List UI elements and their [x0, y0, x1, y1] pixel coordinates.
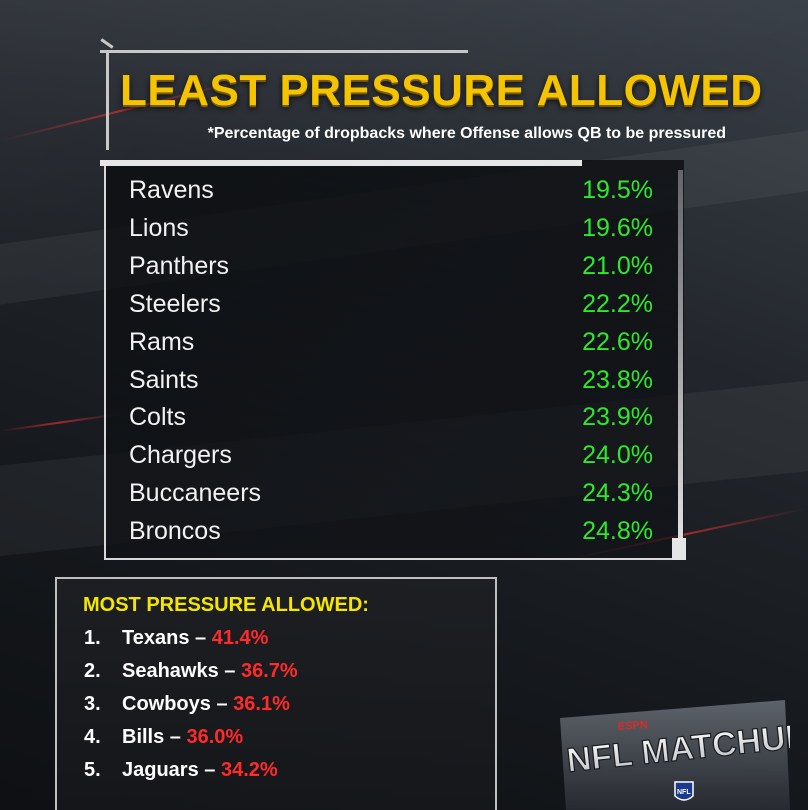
page-subtitle: *Percentage of dropbacks where Offense a…	[207, 125, 726, 142]
separator: –	[164, 726, 187, 748]
list-item: Broncos 24.8%	[129, 512, 653, 550]
pressure-pct: 36.1%	[233, 693, 290, 715]
panel-right-bar	[678, 170, 683, 540]
header-frame-line	[100, 50, 468, 53]
pressure-pct: 19.6%	[582, 213, 653, 242]
team-name: Broncos	[129, 516, 221, 545]
bg-red-streak	[0, 413, 119, 432]
rank-number: 3.	[84, 693, 101, 715]
ranked-item: 2. Seahawks – 36.7%	[84, 660, 298, 683]
team-name: Lions	[129, 213, 189, 242]
pressure-pct: 23.8%	[582, 365, 653, 394]
page-title: LEAST PRESSURE ALLOWED	[120, 66, 763, 115]
team-name: Bills	[122, 726, 165, 748]
team-name: Panthers	[129, 251, 230, 280]
list-item: Panthers 21.0%	[129, 247, 653, 285]
team-name: Colts	[129, 402, 186, 431]
pressure-pct: 34.2%	[220, 759, 278, 781]
svg-text:NFL: NFL	[677, 789, 691, 796]
ranked-item: 3. Cowboys – 36.1%	[84, 693, 290, 716]
pressure-pct: 41.4%	[211, 627, 269, 649]
team-name: Jaguars	[122, 759, 199, 781]
pressure-pct: 21.0%	[582, 251, 653, 280]
header-frame-vertical	[106, 50, 109, 150]
ranked-item: 1. Texans – 41.4%	[84, 627, 268, 650]
separator: –	[189, 627, 212, 649]
team-name: Rams	[129, 327, 195, 356]
ranked-item: 5. Jaguars – 34.2%	[84, 759, 278, 782]
separator: –	[218, 660, 241, 682]
team-name: Steelers	[129, 289, 221, 318]
separator: –	[210, 693, 234, 715]
team-name: Cowboys	[122, 693, 211, 715]
team-name: Ravens	[129, 175, 214, 204]
team-name: Buccaneers	[129, 478, 262, 507]
nfl-matchup-logo: ESPN NFL MATCHUP NFL	[560, 700, 790, 810]
least-pressure-panel	[104, 160, 684, 560]
team-name: Seahawks	[122, 660, 219, 682]
separator: –	[198, 759, 221, 781]
team-name: Chargers	[129, 440, 232, 469]
list-item: Lions 19.6%	[129, 209, 653, 247]
rank-number: 1.	[84, 627, 101, 649]
rank-number: 2.	[84, 660, 101, 682]
svg-text:ESPN: ESPN	[617, 719, 648, 733]
pressure-pct: 19.5%	[582, 175, 653, 204]
pressure-pct: 24.8%	[582, 516, 653, 545]
most-pressure-panel	[55, 577, 497, 810]
pressure-pct: 36.7%	[240, 660, 298, 682]
list-item: Buccaneers 24.3%	[129, 474, 653, 512]
pressure-pct: 22.2%	[582, 289, 653, 318]
pressure-pct: 24.0%	[582, 440, 653, 469]
team-name: Texans	[122, 627, 190, 649]
pressure-pct: 36.0%	[186, 726, 244, 748]
rank-number: 5.	[84, 759, 101, 781]
list-item: Rams 22.6%	[129, 323, 653, 361]
team-name: Saints	[129, 365, 199, 394]
ranked-item: 4. Bills – 36.0%	[84, 726, 243, 749]
rank-number: 4.	[84, 726, 101, 748]
list-item: Chargers 24.0%	[129, 436, 653, 474]
most-pressure-title: MOST PRESSURE ALLOWED:	[83, 594, 369, 616]
pressure-pct: 24.3%	[582, 478, 653, 507]
header-frame-corner	[100, 38, 114, 49]
pressure-pct: 22.6%	[582, 327, 653, 356]
panel-top-bar	[100, 160, 582, 166]
list-item: Saints 23.8%	[129, 361, 653, 399]
panel-corner-tab	[672, 538, 686, 560]
list-item: Steelers 22.2%	[129, 285, 653, 323]
list-item: Ravens 19.5%	[129, 171, 653, 209]
list-item: Colts 23.9%	[129, 398, 653, 436]
pressure-pct: 23.9%	[582, 402, 653, 431]
